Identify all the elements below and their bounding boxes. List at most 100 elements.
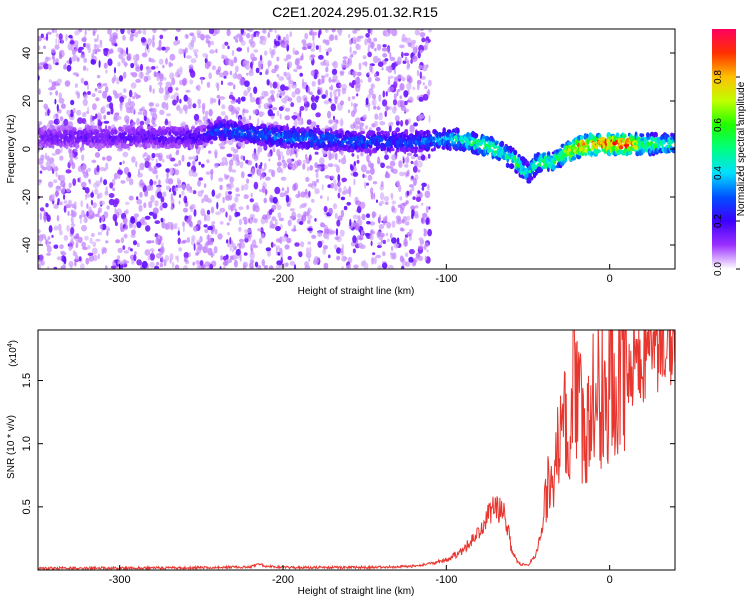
colorbar-gradient	[712, 29, 736, 269]
spectrogram-cell	[409, 189, 413, 195]
spectrogram-cell	[297, 120, 304, 126]
spectrogram-cell	[86, 211, 89, 217]
spectrogram-cell	[395, 127, 401, 133]
spectrogram-ridge-cell	[306, 142, 311, 149]
spectrogram-cell	[240, 96, 246, 102]
spectrogram-cell	[122, 259, 127, 265]
spectrogram-cell	[341, 190, 347, 195]
spectrogram-cell	[352, 50, 357, 55]
spectrogram-cell	[99, 115, 103, 121]
spectrogram-cell	[253, 49, 259, 53]
spectrogram-cell	[304, 188, 308, 195]
spectrogram-cell	[272, 81, 278, 89]
spectrogram-cell	[360, 151, 364, 157]
spectrogram-cell	[365, 213, 371, 218]
spectrogram-cell	[294, 242, 300, 247]
spectrogram-cell	[236, 47, 243, 52]
spectrogram-cell	[261, 36, 267, 42]
spectrogram-cell	[133, 61, 138, 66]
spectrogram-cell	[257, 228, 262, 232]
spectrogram-cell	[151, 66, 156, 70]
spectrogram-cell	[175, 29, 182, 33]
spectrogram-cell	[56, 215, 60, 222]
spectrogram-cell	[87, 252, 94, 256]
spectrogram-cell	[237, 243, 241, 247]
spectrogram-cell	[364, 181, 367, 189]
spectrogram-cell	[60, 188, 66, 194]
spectrogram-cell	[404, 241, 408, 247]
spectrogram-cell	[55, 33, 60, 38]
spectrogram-cell	[415, 196, 422, 202]
spectrogram-cell	[391, 220, 396, 228]
spectrogram-cells	[38, 29, 675, 269]
spectrogram-cell	[400, 207, 404, 214]
spectrogram-cell	[66, 109, 72, 116]
spectrogram-cell	[69, 40, 75, 45]
spectrogram-cell	[233, 259, 238, 268]
spectrogram-cell	[327, 110, 332, 119]
spectrogram-cell	[259, 54, 263, 62]
spectrogram-cell	[103, 62, 108, 69]
spectrogram-cell	[278, 76, 285, 81]
spectrogram-cell	[311, 121, 317, 127]
spectrogram-cell	[351, 96, 356, 100]
spectrogram-ridge-cell	[246, 127, 250, 131]
snr-series-line	[38, 330, 675, 570]
spectrogram-cell	[406, 190, 410, 197]
spectrogram-cell	[158, 45, 162, 52]
spectrogram-cell	[63, 205, 67, 213]
spectrogram-cell	[117, 61, 121, 67]
spectrogram-cell	[334, 152, 338, 161]
spectrogram-ridge-cell	[214, 132, 217, 138]
spectrogram-cell	[38, 65, 44, 70]
spectrogram-cell	[341, 177, 348, 182]
spectrogram-cell	[60, 255, 66, 262]
spectrogram-cell	[56, 104, 59, 112]
spectrogram-cell	[258, 237, 263, 244]
spectrogram-cell	[128, 178, 134, 186]
spectrogram-cell	[269, 220, 273, 228]
spectrogram-cell	[209, 49, 215, 54]
spectrogram-cell	[412, 165, 418, 173]
spectrogram-cell	[209, 263, 213, 269]
spectrogram-cell	[365, 125, 369, 130]
spectrogram-cell	[103, 114, 107, 120]
spectrogram-cell	[366, 170, 370, 174]
spectrogram-cell	[235, 187, 240, 193]
spectrogram-cell	[96, 43, 100, 50]
spectrogram-cell	[89, 179, 91, 185]
spectrogram-cell	[252, 109, 259, 115]
spectrogram-cell	[221, 54, 225, 59]
spectrogram-cell	[92, 103, 97, 111]
spectrogram-cell	[328, 34, 333, 42]
spectrogram-cell	[276, 74, 280, 78]
spectrogram-cell	[158, 87, 164, 94]
spectrogram-cell	[230, 205, 234, 212]
spectrogram-ridge-cell	[325, 132, 331, 137]
spectrogram-cell	[141, 52, 148, 58]
svg-text:(x104): (x104)	[7, 340, 19, 367]
spectrogram-cell	[95, 213, 98, 217]
spectrogram-cell	[284, 115, 291, 121]
spectrogram-cell	[120, 29, 125, 35]
spectrogram-cell	[103, 179, 108, 186]
spectrogram-cell	[38, 158, 41, 164]
spectrogram-cell	[352, 214, 359, 220]
spectrogram-cell	[328, 254, 331, 259]
spectrogram-cell	[370, 83, 375, 90]
spectrogram-cell	[72, 178, 77, 187]
spectrogram-cell	[307, 241, 312, 245]
spectrogram-cell	[55, 29, 57, 34]
spectrogram-cell	[82, 246, 88, 251]
spectrogram-cell	[396, 74, 403, 79]
spectrogram-cell	[131, 229, 136, 236]
spectrogram-ridge-cell	[221, 118, 227, 125]
spectrogram-cell	[133, 213, 139, 218]
spectrogram-cell	[227, 232, 230, 236]
spectrogram-cell	[358, 44, 362, 51]
spectrogram-cell	[153, 71, 157, 78]
spectrogram-cell	[255, 67, 260, 74]
spectrogram-cell	[106, 230, 109, 237]
spectrogram-cell	[38, 45, 41, 51]
spectrogram-cell	[393, 78, 399, 83]
